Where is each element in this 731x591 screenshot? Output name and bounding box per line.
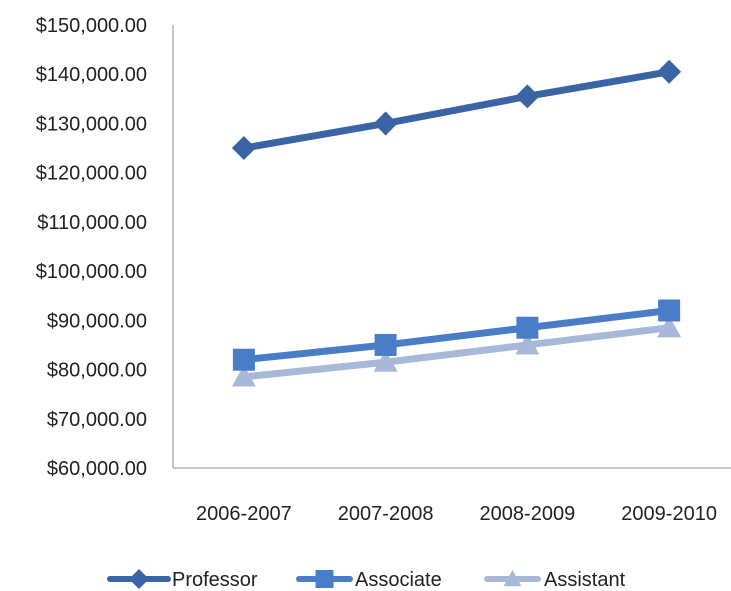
associate-point (232, 348, 255, 371)
series-assistant (231, 315, 682, 387)
legend-label: Professor (172, 569, 258, 591)
y-tick-labels: $60,000.00 $70,000.00 $80,000.00 $90,000.00… (36, 15, 147, 480)
assistant-point (657, 315, 682, 338)
y-tick-label: $100,000.00 (36, 261, 147, 283)
legend: Professor Associate Assistant (107, 569, 626, 591)
x-tick-label: 2006-2007 (196, 503, 292, 525)
professor-point (373, 111, 398, 136)
y-tick-label: $140,000.00 (36, 64, 147, 86)
y-tick-label: $110,000.00 (37, 212, 147, 234)
associate-point (658, 299, 681, 322)
associate-line (240, 306, 673, 364)
professor-line (240, 68, 673, 152)
professor-point (657, 59, 682, 84)
assistant-point (231, 364, 256, 387)
series-associate (232, 299, 681, 371)
y-tick-label: $70,000.00 (47, 409, 147, 431)
y-tick-label: $130,000.00 (36, 113, 147, 135)
associate-point (516, 316, 539, 339)
x-tick-label: 2007-2008 (338, 503, 434, 525)
legend-label: Associate (355, 569, 442, 591)
x-tick-label: 2008-2009 (480, 503, 576, 525)
legend-item-associate: Associate (296, 569, 442, 591)
legend-item-assistant: Assistant (484, 569, 626, 591)
y-tick-label: $120,000.00 (36, 163, 147, 185)
y-tick-label: $80,000.00 (47, 360, 147, 382)
series-professor (231, 59, 682, 161)
legend-swatch-marker (503, 570, 522, 587)
assistant-point (373, 350, 398, 372)
legend-swatch-marker (315, 570, 334, 588)
y-tick-label: $90,000.00 (47, 310, 147, 332)
y-tick-label: $150,000.00 (36, 15, 147, 37)
x-tick-labels: 2006-2007 2007-2008 2008-2009 2009-2010 (196, 503, 717, 525)
legend-item-professor: Professor (107, 569, 258, 591)
axes (172, 25, 731, 469)
assistant-point (515, 332, 540, 355)
associate-point (374, 333, 397, 356)
legend-label: Assistant (544, 569, 626, 591)
professor-point (231, 136, 256, 161)
series-layer (231, 59, 682, 387)
legend-swatch-marker (129, 569, 149, 589)
y-tick-label: $60,000.00 (47, 458, 147, 480)
x-tick-label: 2009-2010 (621, 503, 717, 525)
assistant-line (240, 324, 673, 381)
professor-point (515, 84, 540, 109)
